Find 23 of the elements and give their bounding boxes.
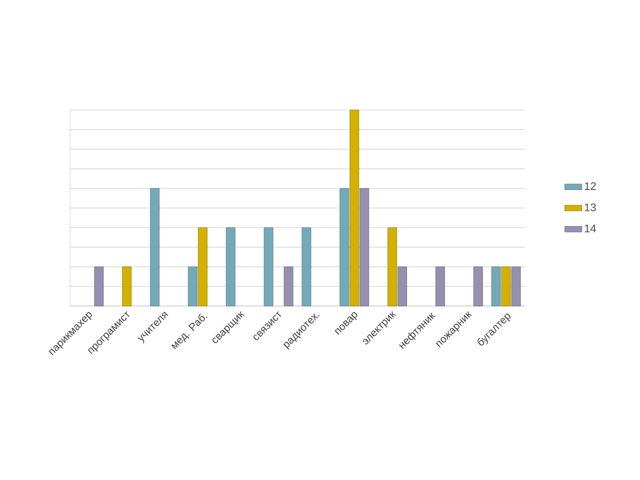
bar — [340, 188, 350, 306]
bar — [264, 227, 274, 306]
bar — [388, 227, 397, 306]
legend-label: 13 — [584, 203, 596, 212]
bar — [398, 266, 407, 306]
legend-label: 12 — [584, 182, 596, 190]
bar — [198, 227, 208, 306]
bar — [473, 266, 483, 306]
bar — [360, 188, 370, 306]
bar — [94, 266, 104, 306]
bar — [150, 188, 160, 306]
legend-label: 14 — [584, 224, 596, 232]
bar — [501, 266, 511, 306]
bar — [436, 266, 445, 306]
bar — [511, 266, 521, 306]
x-tick-label: мед. Раб. — [171, 314, 208, 350]
bar — [188, 266, 198, 306]
bar — [350, 110, 360, 306]
bar — [122, 266, 132, 306]
bar — [226, 227, 236, 306]
bar — [302, 227, 312, 306]
bar — [491, 266, 501, 306]
bar — [284, 266, 294, 306]
